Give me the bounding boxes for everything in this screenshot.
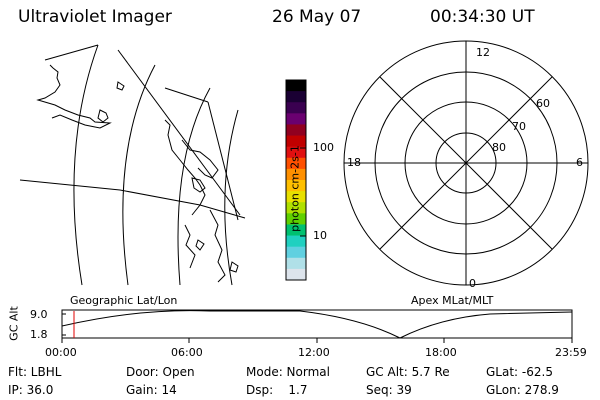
colorbar-band [286, 168, 306, 181]
colorbar-unit-label: photon cm-2s-1 [288, 145, 302, 232]
info-filter: Flt: LBHL [8, 365, 62, 379]
date-label: 26 May 07 [272, 7, 362, 27]
colorbar-band [286, 102, 306, 114]
colorbar-band [286, 224, 306, 237]
colorbar-band [286, 80, 306, 92]
info-gain: Gain: 14 [126, 383, 177, 397]
mlt-label-6: 6 [576, 156, 583, 169]
mlt-label-12: 12 [476, 46, 490, 59]
info-mode: Mode: Normal [246, 365, 330, 379]
colorbar-band [286, 157, 306, 170]
colorbar-band [286, 213, 306, 225]
altitude-ytick-label-1.8: 1.8 [30, 328, 48, 341]
mlat-label-80: 80 [492, 141, 506, 154]
colorbar-band [286, 91, 306, 103]
altitude-plot [61, 309, 573, 343]
colorbar-band [286, 135, 306, 148]
colorbar-label-100: 100 [313, 141, 334, 154]
altitude-xtick-label-6: 06:00 [171, 346, 203, 359]
polar-plot [343, 40, 589, 286]
altitude-xtick-label-18: 18:00 [425, 346, 457, 359]
colorbar-band [286, 124, 306, 137]
geographic-label: Geographic Lat/Lon [70, 294, 178, 307]
app-title: Ultraviolet Imager [18, 7, 172, 27]
info-glat: GLat: -62.5 [486, 365, 553, 379]
altitude-xtick-label-12: 12:00 [298, 346, 330, 359]
info-gc-alt: GC Alt: 5.7 Re [366, 365, 450, 379]
mlat-label-60: 60 [536, 97, 550, 110]
geographic-map [19, 44, 246, 286]
altitude-ylabel: GC Alt [7, 306, 21, 341]
colorbar-band [286, 180, 306, 192]
time-label: 00:34:30 UT [430, 7, 535, 27]
colorbar-frame [285, 79, 307, 281]
apex-label: Apex MLat/MLT [411, 294, 494, 307]
colorbar [286, 80, 306, 281]
polar-diagonal-2 [379, 76, 553, 250]
altitude-xtick-label-24: 23:59 [555, 346, 587, 359]
info-ip: IP: 36.0 [8, 383, 54, 397]
colorbar-band [286, 113, 306, 125]
info-door: Door: Open [126, 365, 195, 379]
colorbar-band [286, 202, 306, 214]
colorbar-band [286, 191, 306, 203]
colorbar-band [286, 235, 306, 248]
altitude-xtick-label-0: 00:00 [45, 346, 77, 359]
altitude-trace [61, 310, 573, 339]
colorbar-band [286, 268, 306, 281]
altitude-ytick-label-9: 9.0 [30, 308, 48, 321]
mlt-label-18: 18 [347, 156, 361, 169]
colorbar-band [286, 257, 306, 270]
info-seq: Seq: 39 [366, 383, 412, 397]
mlat-label-70: 70 [512, 120, 526, 133]
mlt-label-0: 0 [469, 277, 476, 290]
colorbar-band [286, 146, 306, 159]
colorbar-label-10: 10 [313, 229, 327, 242]
info-dsp: Dsp: 1.7 [246, 383, 308, 397]
info-glon: GLon: 278.9 [486, 383, 559, 397]
colorbar-band [286, 246, 306, 259]
